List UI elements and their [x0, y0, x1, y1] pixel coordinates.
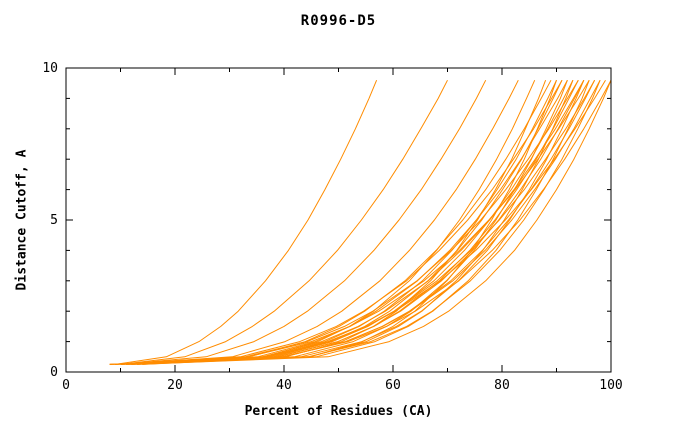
x-axis-label: Percent of Residues (CA) — [244, 404, 433, 419]
x-tick-label: 40 — [276, 378, 292, 393]
series-line-model-11 — [136, 79, 568, 365]
series-line-model-28 — [120, 79, 519, 365]
series-line-model-16 — [109, 80, 585, 365]
series-line-model-01 — [114, 80, 378, 365]
series-line-model-21 — [125, 79, 596, 365]
series-line-model-25 — [131, 79, 606, 365]
y-tick-label: 0 — [50, 365, 58, 380]
chart-title: R0996-D5 — [300, 13, 377, 29]
y-tick-label: 10 — [42, 61, 58, 76]
series-line-model-22 — [142, 79, 596, 365]
series-line-model-19 — [131, 80, 590, 365]
series-line-model-20 — [114, 79, 590, 365]
x-tick-label: 80 — [494, 378, 510, 393]
series-line-model-06 — [120, 79, 557, 365]
x-tick-label: 60 — [385, 378, 401, 393]
series-line-model-10 — [109, 80, 568, 365]
series-line-model-14 — [114, 79, 579, 365]
series-line-model-23 — [109, 80, 601, 365]
x-tick-label: 20 — [167, 378, 183, 393]
series-line-model-03 — [120, 79, 487, 365]
series-line-model-26 — [114, 79, 612, 365]
x-tick-label: 0 — [62, 378, 70, 393]
series-line-model-17 — [136, 79, 585, 365]
series-line-model-02 — [120, 79, 448, 365]
series-line-model-12 — [120, 79, 574, 365]
y-tick-label: 5 — [50, 213, 58, 228]
x-tick-label: 100 — [599, 378, 622, 393]
series-line-model-27 — [136, 80, 612, 365]
series-line-model-08 — [114, 79, 563, 365]
series-line-model-29 — [125, 79, 536, 365]
